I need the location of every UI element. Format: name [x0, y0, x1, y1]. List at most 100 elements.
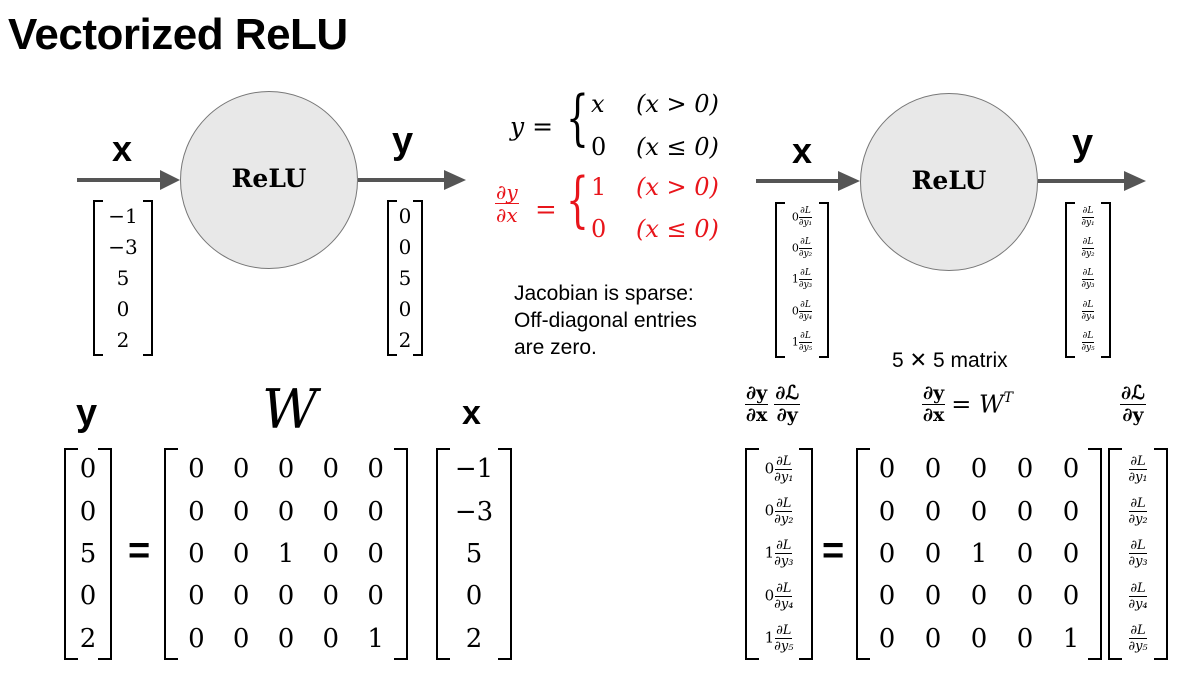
vector-entry: 0: [79, 454, 97, 485]
grad-entry: 0 ∂L ∂y₂: [764, 496, 794, 528]
matrix-cell: 1: [277, 538, 295, 569]
grad-y-vector: ∂L ∂y₁ ∂L ∂y₂ ∂L ∂y₃ ∂L ∂y₄ ∂L ∂y₅: [1108, 448, 1168, 660]
matrix-cell: 0: [1016, 623, 1034, 654]
y-label: y: [392, 120, 414, 162]
matrix-cell: 0: [322, 454, 340, 485]
deriv-num: ∂y: [495, 180, 519, 204]
matrix-cell: 0: [1016, 538, 1034, 569]
dydx-equals-wt: ∂y ∂x = WT: [922, 382, 1013, 426]
grad-entry: ∂L ∂y₃: [1081, 268, 1095, 291]
matrix-cell: 0: [1016, 454, 1034, 485]
matrix-cell: 0: [1062, 581, 1080, 612]
output-arrowhead-left: [444, 170, 466, 190]
matrix-cell: 0: [188, 581, 205, 612]
w-label: W: [262, 378, 318, 441]
matrix-cell: 0: [1062, 454, 1080, 485]
vector-entry: 5: [79, 538, 97, 569]
vector-entry: 2: [398, 328, 412, 353]
deriv-case1-cond: (x > 0): [636, 173, 719, 201]
input-arrowhead-left: [160, 170, 180, 190]
matrix-cell: 0: [924, 496, 942, 527]
grad-entry: ∂L ∂y₂: [1081, 237, 1095, 260]
page-title: Vectorized ReLU: [8, 10, 348, 59]
y-vector: 0 0 5 0 2: [64, 448, 112, 660]
matrix-cell: 0: [1016, 496, 1034, 527]
relu-lhs: y =: [510, 112, 554, 141]
matrix-cell: 0: [878, 581, 896, 612]
matrix-cell: 0: [924, 454, 942, 485]
grad-entry: 1 ∂L ∂y₅: [764, 623, 794, 655]
relu-node-right: [860, 93, 1038, 271]
matrix-cell: 0: [878, 454, 896, 485]
matrix-cell: 0: [232, 454, 250, 485]
matrix-cell: 0: [1062, 496, 1080, 527]
input-vector: −1 −3 5 0 2: [93, 200, 153, 356]
derivative-fraction: ∂y ∂x: [495, 182, 519, 225]
grad-x-vector: 0 ∂L ∂y₁ 0 ∂L ∂y₂ 1 ∂L ∂y₃ 0 ∂L ∂y₄ 1 ∂L ∂y₅: [745, 448, 813, 660]
brace-bottom: {: [566, 165, 589, 235]
deriv-den: ∂x: [496, 203, 518, 227]
input-gradient-vector: 0 ∂L ∂y₁ 0 ∂L ∂y₂ 1 ∂L ∂y₃ 0 ∂L ∂y₄ 1 ∂L ∂y₅: [775, 202, 829, 358]
matrix-cell: 0: [232, 581, 250, 612]
matrix-cell: 0: [322, 538, 340, 569]
grad-entry: 0 ∂L ∂y₄: [791, 299, 813, 322]
matrix-cell: 0: [367, 454, 384, 485]
matrix-cell: 0: [277, 454, 295, 485]
grad-entry: ∂L ∂y₄: [1128, 580, 1148, 612]
matrix-cell: 0: [924, 581, 942, 612]
grad-entry: ∂L ∂y₃: [1128, 538, 1148, 570]
vector-entry: −1: [454, 454, 494, 485]
relu-node-left: [180, 91, 358, 269]
matrix-cell: 0: [188, 496, 205, 527]
vector-entry: 0: [398, 234, 412, 259]
grad-entry: 0 ∂L ∂y₁: [764, 453, 794, 485]
vector-entry: 2: [79, 623, 97, 654]
matrix-cell: 1: [367, 623, 384, 654]
input-arrowhead-right: [838, 171, 860, 191]
case1-cond: (x > 0): [636, 90, 719, 118]
matrix-cell: 0: [277, 581, 295, 612]
note-line: Off-diagonal entries: [514, 308, 697, 332]
relu-definition: y =: [510, 112, 553, 141]
x-label: x: [462, 394, 481, 432]
grad-entry: ∂L ∂y₅: [1128, 623, 1148, 655]
matrix-cell: 0: [232, 623, 250, 654]
matrix-caption: 5 ✕ 5 matrix: [892, 349, 1008, 372]
grad-entry: ∂L ∂y₁: [1081, 206, 1095, 229]
matrix-cell: 0: [970, 581, 988, 612]
matrix-cell: 0: [1062, 538, 1080, 569]
vector-entry: 5: [465, 538, 483, 569]
deriv-case2-cond: (x ≤ 0): [636, 215, 719, 243]
vector-entry: 0: [79, 581, 97, 612]
matrix-cell: 0: [232, 538, 250, 569]
matrix-cell: 1: [970, 538, 988, 569]
matrix-cell: 0: [188, 623, 205, 654]
note-line: Jacobian is sparse:: [514, 282, 694, 305]
matrix-cell: 0: [970, 496, 988, 527]
matrix-cell: 0: [188, 538, 205, 569]
dydx-dLdy-label: ∂y ∂x ∂ℒ ∂y: [745, 382, 801, 426]
note-line: are zero.: [514, 335, 597, 359]
equals-sign: =: [822, 530, 845, 572]
grad-entry: 1 ∂L ∂y₅: [791, 330, 813, 353]
matrix-cell: 0: [367, 538, 384, 569]
x-label: x: [112, 128, 133, 169]
equals-sign: =: [128, 530, 151, 572]
deriv-case2-value: 0: [591, 215, 607, 243]
output-vector: 0 0 5 0 2: [387, 200, 423, 356]
dLdy-label: ∂ℒ ∂y: [1120, 382, 1146, 426]
vector-entry: 2: [116, 328, 130, 353]
vector-entry: 0: [398, 203, 412, 228]
grad-entry: ∂L ∂y₂: [1128, 496, 1148, 528]
relu-node-label: ReLU: [911, 166, 987, 195]
matrix-cell: 0: [970, 623, 988, 654]
vector-entry: −3: [454, 496, 494, 527]
matrix-cell: 0: [924, 538, 942, 569]
matrix-cell: 0: [970, 454, 988, 485]
relu-node-label: ReLU: [231, 164, 307, 193]
vector-entry: 0: [465, 581, 483, 612]
matrix-cell: 0: [188, 454, 205, 485]
